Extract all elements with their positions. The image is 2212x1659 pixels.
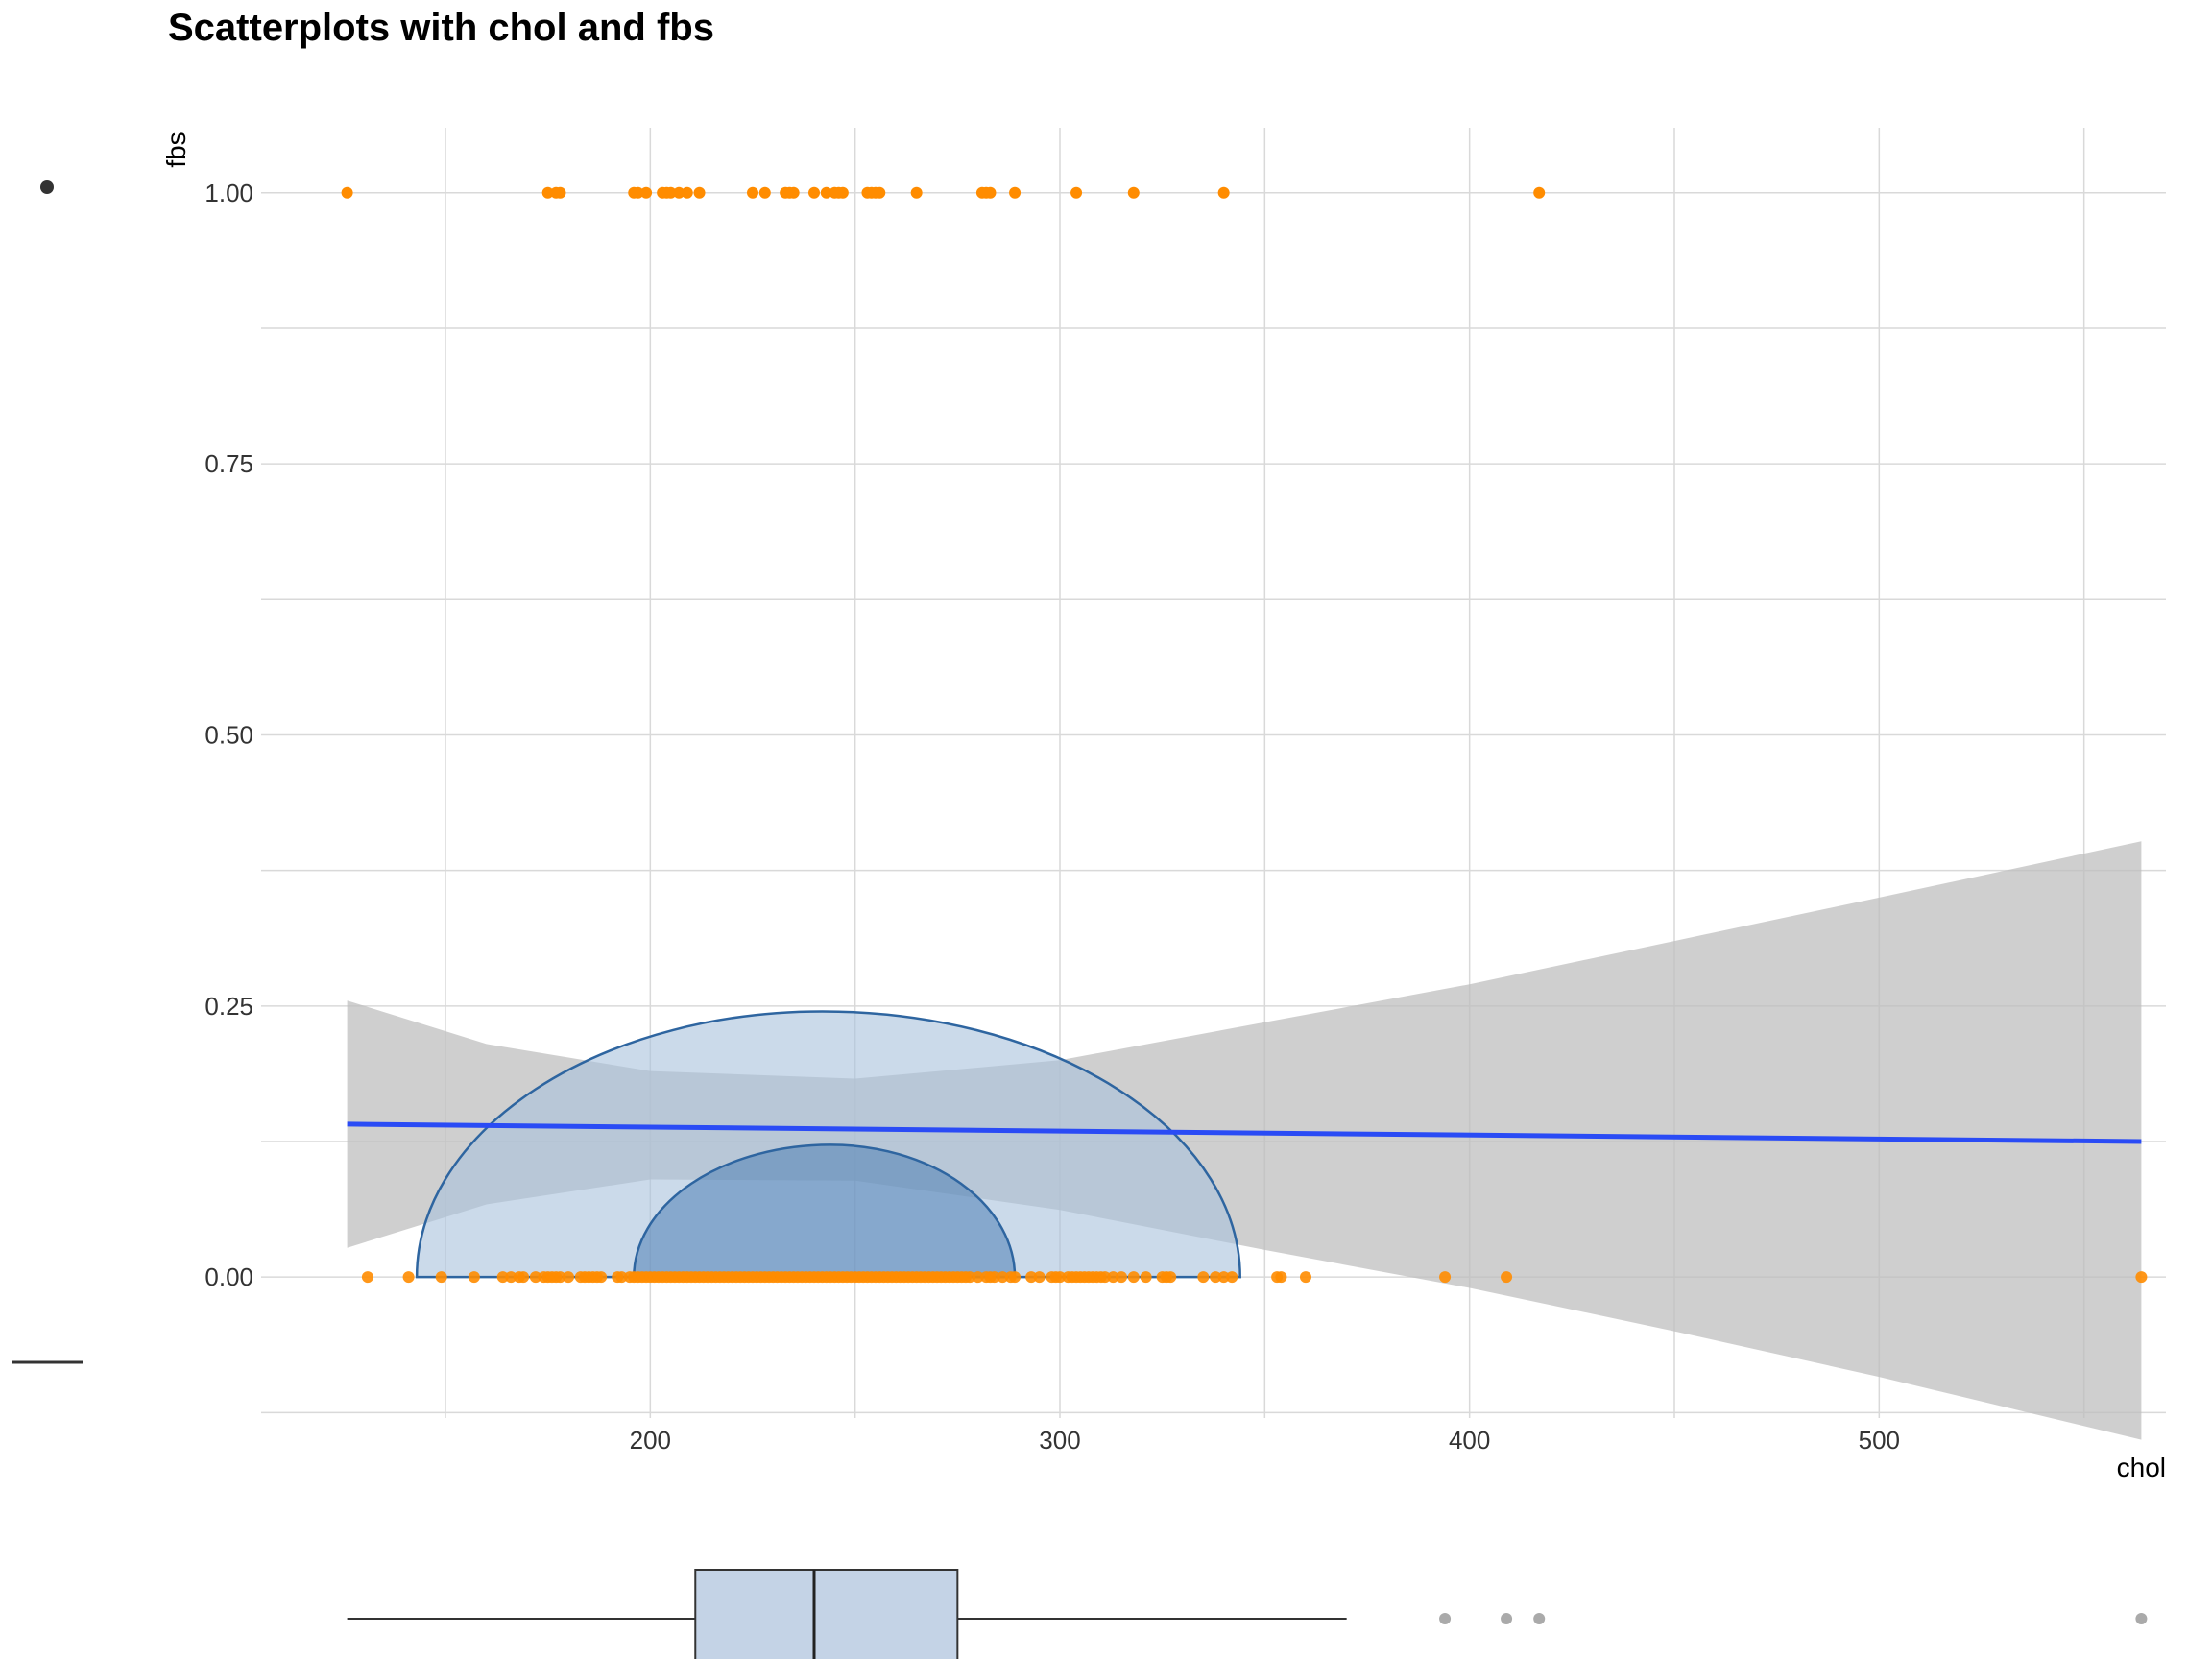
data-point-fbs-0 [972,1271,984,1284]
data-point-fbs-0 [1025,1271,1038,1284]
fit-line-layer [347,1121,2142,1144]
data-point-fbs-0 [988,1271,1000,1284]
data-point-fbs-0 [402,1271,415,1284]
data-point-fbs-0 [964,1271,976,1284]
x-tick-label: 300 [1039,1426,1080,1455]
data-point-fbs-1 [747,186,758,199]
boxplot-outlier [1533,1613,1546,1624]
y-tick-label: 1.00 [204,179,253,207]
density-inner [633,1143,1017,1279]
side-markers-layer [12,180,83,1364]
data-point-fbs-1 [664,186,677,199]
y-axis-title: fbs [161,132,191,167]
density-layer [415,1010,1241,1279]
data-point-fbs-0 [1098,1271,1111,1284]
data-point-fbs-0 [517,1271,530,1284]
confidence-band [347,841,2142,1440]
data-point-fbs-0 [1140,1271,1152,1284]
data-point-fbs-1 [787,186,800,199]
data-point-fbs-1 [836,186,849,199]
data-point-fbs-0 [1439,1271,1452,1284]
data-point-fbs-1 [632,186,644,199]
y-tick-label: 0.75 [204,449,253,478]
data-point-fbs-0 [1210,1271,1222,1284]
data-point-fbs-0 [1217,1271,1230,1284]
data-point-fbs-0 [1107,1271,1119,1284]
boxplot-layer [347,1569,2148,1659]
data-point-fbs-1 [1533,186,1546,199]
data-point-fbs-0 [1197,1271,1210,1284]
data-point-fbs-0 [468,1271,480,1284]
data-point-fbs-0 [496,1271,509,1284]
data-point-fbs-0 [554,1271,566,1284]
data-point-fbs-1 [541,186,554,199]
x-tick-label: 200 [630,1426,671,1455]
side-marker-point [40,180,54,194]
boxplot-box [694,1569,959,1659]
x-axis-title: chol [2117,1453,2166,1482]
chart-title: Scatterplots with chol and fbs [168,7,714,49]
data-point-fbs-0 [1226,1271,1238,1284]
data-point-fbs-1 [1009,186,1022,199]
data-point-fbs-1 [341,186,353,199]
data-point-fbs-0 [1116,1271,1127,1284]
data-point-fbs-0 [595,1271,608,1284]
data-point-fbs-1 [1217,186,1230,199]
y-tick-label: 0.25 [204,992,253,1021]
data-point-fbs-1 [758,186,771,199]
data-point-fbs-1 [554,186,566,199]
data-point-fbs-1 [640,186,653,199]
data-point-fbs-0 [1300,1271,1311,1284]
data-point-fbs-0 [1127,1271,1140,1284]
x-tick-label: 500 [1859,1426,1900,1455]
data-point-fbs-1 [693,186,706,199]
data-point-fbs-1 [910,186,923,199]
data-point-fbs-1 [820,186,832,199]
x-tick-label: 400 [1449,1426,1490,1455]
data-point-fbs-0 [1033,1271,1046,1284]
data-point-fbs-1 [1070,186,1083,199]
boxplot-outlier [1439,1613,1452,1624]
data-point-fbs-0 [997,1271,1009,1284]
data-point-fbs-0 [529,1271,541,1284]
data-point-fbs-1 [681,186,693,199]
data-point-fbs-0 [1275,1271,1287,1284]
data-point-fbs-1 [808,186,820,199]
data-point-fbs-1 [673,186,685,199]
ticks-layer: 0.00 0.25 0.50 0.75 1.00 200 300 400 500 [204,179,1900,1455]
boxplot-outlier [1501,1613,1513,1624]
data-point-fbs-0 [2135,1271,2148,1284]
confidence-band-layer [347,841,2142,1440]
data-point-fbs-1 [984,186,997,199]
data-point-fbs-0 [615,1271,628,1284]
regression-line [347,1121,2142,1144]
data-point-fbs-0 [1165,1271,1177,1284]
boxplot-outlier [2135,1613,2148,1624]
y-tick-label: 0.50 [204,720,253,749]
data-point-fbs-1 [1127,186,1140,199]
data-point-fbs-0 [435,1271,447,1284]
data-point-fbs-0 [1501,1271,1513,1284]
data-point-fbs-0 [563,1271,574,1284]
data-point-fbs-0 [505,1271,517,1284]
points-layer [341,186,2148,1284]
data-point-fbs-0 [1009,1271,1022,1284]
data-point-fbs-0 [1054,1271,1066,1284]
data-point-fbs-0 [361,1271,373,1284]
data-point-fbs-1 [874,186,886,199]
y-tick-label: 0.00 [204,1262,253,1291]
